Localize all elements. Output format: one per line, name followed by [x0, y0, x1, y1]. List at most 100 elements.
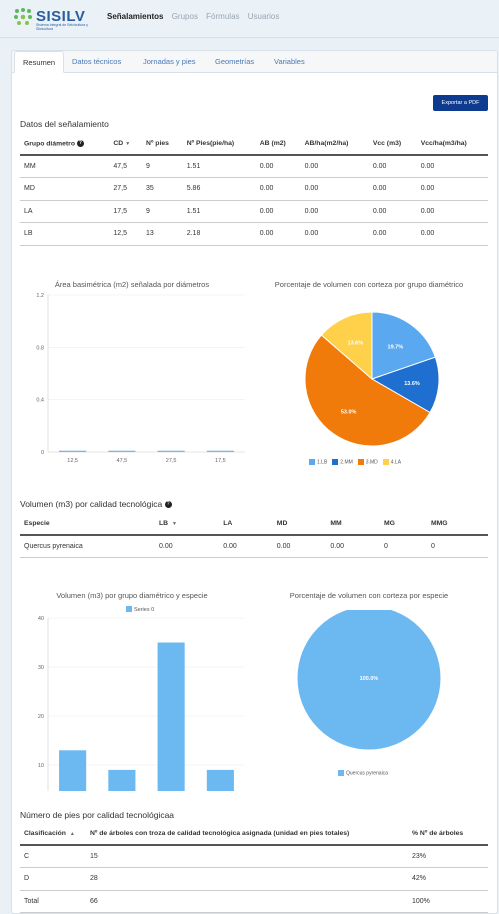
col-especie[interactable]: Especie: [20, 513, 155, 536]
table-row: D 28 42%: [20, 867, 488, 891]
tree-logo-icon: [14, 8, 32, 25]
logo-text: SISILV: [36, 8, 86, 25]
chart-pie-grupo-title: Porcentaje de volumen con corteza por gr…: [274, 280, 464, 289]
x-tick-label: 17,5: [215, 458, 226, 464]
chart-pie-especie-legend: Quercus pyrenaica: [338, 770, 393, 776]
legend-label: 4.LA: [390, 459, 402, 466]
legend-item[interactable]: Quercus pyrenaica: [338, 770, 388, 776]
tab-bar: Resumen Datos técnicos Jornadas y pies G…: [12, 51, 497, 73]
datos-title: Datos del señalamiento: [20, 119, 109, 129]
help-icon[interactable]: ?: [164, 501, 172, 509]
table-row: MM 47,5 9 1.51 0.00 0.00 0.00 0.00: [20, 155, 488, 178]
y-tick-label: 0: [41, 450, 44, 456]
export-pdf-button[interactable]: Exportar a PDF: [433, 95, 488, 111]
col-clasificacion[interactable]: Clasificación ▲: [20, 823, 86, 846]
col-ab[interactable]: AB (m2): [255, 133, 301, 156]
chart-area-basimetrica: 0 0.4 0.8 1.2 12,5 47,5 27,5 17,5: [36, 293, 245, 464]
chart-volumen-grupo: Series 0010203040LBMMMDLA: [38, 606, 245, 791]
volumen-bar: [157, 642, 185, 791]
col-ab-ha[interactable]: AB/ha(m2/ha): [300, 133, 369, 156]
col-n-arboles[interactable]: Nº de árboles con troza de calidad tecno…: [86, 823, 408, 846]
table-row: LA 17,5 9 1.51 0.00 0.00 0.00 0.00: [20, 200, 488, 223]
legend-swatch: [332, 459, 339, 465]
col-la[interactable]: LA: [219, 513, 273, 536]
tab-geometrias[interactable]: Geometrías: [215, 57, 255, 66]
tab-datos-tecnicos[interactable]: Datos técnicos: [72, 57, 122, 66]
table-header-row: Especie LB ▼ LA MD MM MG MMG: [20, 513, 488, 536]
pie-data-label: 13.6%: [348, 340, 364, 346]
pie-slice: [297, 610, 442, 751]
pie-slice: [304, 334, 431, 447]
area-bar: [157, 450, 185, 452]
pie-data-label: 100.0%: [360, 676, 379, 682]
table-row: LB 12,5 13 2.18 0.00 0.00 0.00 0.00: [20, 222, 488, 246]
tab-jornadas-pies[interactable]: Jornadas y pies: [143, 57, 196, 66]
chart-pie-grupo-legend: 1.LB 2.MM 3.MD 4.LA: [309, 459, 406, 465]
chart-pie-especie: 100.0%: [297, 610, 442, 751]
sort-asc-icon[interactable]: ▲: [69, 831, 75, 837]
legend-label: Quercus pyrenaica: [346, 770, 388, 777]
nav-formulas[interactable]: Fórmulas: [206, 12, 240, 21]
y-tick-label: 0.8: [36, 345, 44, 351]
chart-pie-grupo: 19.7% 13.6% 53.0% 13.6%: [304, 311, 440, 447]
tab-variables[interactable]: Variables: [274, 57, 305, 66]
col-vcc-ha[interactable]: Vcc/ha(m3/ha): [416, 133, 488, 156]
col-lb[interactable]: LB ▼: [155, 513, 220, 536]
logo-subtitle: Sistema Integral de Selvicultura y Silvi…: [36, 23, 88, 31]
legend-label: 2.MM: [340, 459, 353, 466]
help-icon[interactable]: ?: [76, 139, 84, 147]
content-card: Resumen Datos técnicos Jornadas y pies G…: [11, 50, 498, 914]
legend-swatch: [338, 770, 344, 776]
pie-slice: [370, 356, 440, 414]
area-bar: [206, 450, 234, 452]
table-row: Quercus pyrenaica 0.00 0.00 0.00 0.00 0 0: [20, 535, 488, 558]
legend-item[interactable]: 1.LB: [309, 459, 327, 465]
col-mm[interactable]: MM: [326, 513, 380, 536]
volumen-table: Especie LB ▼ LA MD MM MG MMG Quercus pyr…: [20, 513, 488, 558]
col-pct-arboles[interactable]: % Nº de árboles: [408, 823, 488, 846]
nav-grupos[interactable]: Grupos: [171, 12, 198, 21]
tab-resumen[interactable]: Resumen: [14, 51, 65, 73]
area-bar: [59, 450, 87, 452]
volumen-bar: [206, 769, 234, 791]
volumen-bar: [108, 769, 136, 791]
datos-table: Grupo diámetro ? CD ▼ Nº pies Nº Pies(pie…: [20, 133, 488, 246]
y-tick-label: 1.2: [36, 293, 44, 299]
nav-usuarios[interactable]: Usuarios: [247, 12, 280, 21]
table-header-row: Clasificación ▲ Nº de árboles con troza …: [20, 823, 488, 846]
col-cd[interactable]: CD ▼: [109, 133, 143, 156]
col-vcc[interactable]: Vcc (m3): [368, 133, 417, 156]
pie-data-label: 13.6%: [404, 381, 420, 387]
col-n-pies[interactable]: Nº pies: [142, 133, 183, 156]
sort-desc-icon[interactable]: ▼: [171, 521, 177, 527]
pie-data-label: 53.0%: [341, 410, 357, 416]
legend-item[interactable]: 3.MD: [357, 459, 378, 466]
legend-swatch: [309, 459, 315, 465]
sort-desc-icon[interactable]: ▼: [125, 141, 131, 147]
chart-pie-especie-title: Porcentaje de volumen con corteza por es…: [289, 591, 449, 600]
area-bar: [108, 450, 136, 452]
x-tick-label: 27,5: [166, 458, 177, 464]
table-row: MD 27,5 35 5.86 0.00 0.00 0.00 0.00: [20, 177, 488, 201]
app-logo[interactable]: SISILV Sistema Integral de Selvicultura …: [12, 7, 92, 31]
legend-item[interactable]: 4.LA: [382, 459, 402, 466]
pies-title: Número de pies por calidad tecnológicaa: [20, 810, 175, 820]
col-grupo-diametro[interactable]: Grupo diámetro ?: [20, 133, 110, 156]
y-tick-label: 0.4: [36, 398, 44, 404]
chart-area-basimetrica-title: Área basimétrica (m2) señalada por diáme…: [54, 280, 210, 289]
table-row: C 15 23%: [20, 845, 488, 868]
table-row: Total 66 100%: [20, 890, 488, 913]
y-tick-label: 30: [38, 665, 44, 671]
volumen-title: Volumen (m3) por calidad tecnológica ?: [20, 499, 172, 509]
col-mmg[interactable]: MMG: [426, 513, 488, 536]
legend-label: 3.MD: [365, 459, 378, 466]
nav-senalamientos[interactable]: Señalamientos: [107, 12, 164, 21]
top-navbar: SISILV Sistema Integral de Selvicultura …: [0, 0, 499, 38]
chart-volumen-grupo-title: Volumen (m3) por grupo diamétrico y espe…: [56, 591, 208, 600]
legend-label: Series 0: [134, 607, 154, 613]
col-mg[interactable]: MG: [379, 513, 427, 536]
col-pies-ha[interactable]: Nº Pies(pie/ha): [182, 133, 256, 156]
legend-item[interactable]: 2.MM: [332, 459, 353, 465]
legend-swatch: [126, 606, 132, 612]
col-md[interactable]: MD: [272, 513, 327, 536]
